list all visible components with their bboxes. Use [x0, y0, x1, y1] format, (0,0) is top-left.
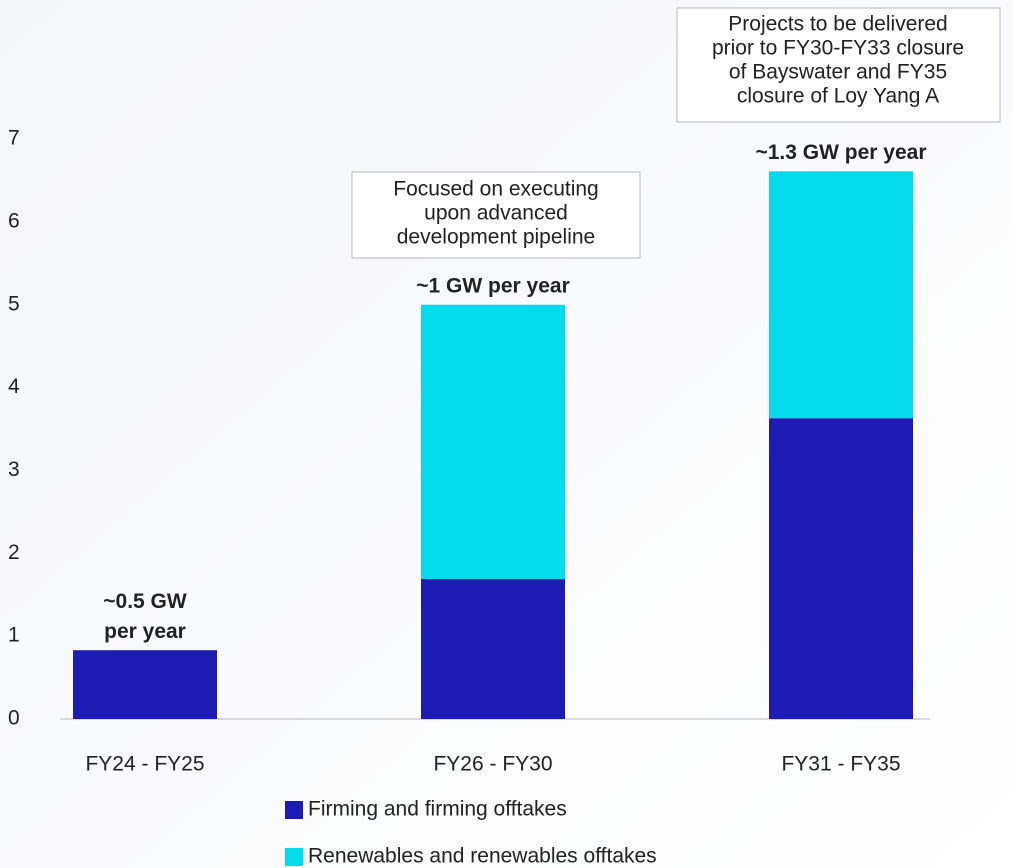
- y-tick-label: 1: [8, 624, 20, 647]
- callout-text: upon advanced: [424, 202, 568, 225]
- x-tick-label: FY24 - FY25: [85, 753, 204, 776]
- bar-label: per year: [104, 620, 186, 643]
- callout-text: of Bayswater and FY35: [729, 61, 947, 84]
- bar-segment: [421, 304, 565, 579]
- bar-segment: [73, 650, 217, 719]
- y-tick-label: 2: [8, 541, 20, 564]
- legend-swatch: [285, 801, 303, 819]
- x-tick-label: FY26 - FY30: [433, 753, 552, 776]
- bar-segment: [769, 418, 913, 719]
- callout-text: closure of Loy Yang A: [737, 85, 939, 108]
- callout-box: [676, 7, 1001, 123]
- callout-text: Projects to be delivered: [728, 13, 947, 36]
- callout-text: development pipeline: [397, 226, 595, 249]
- bar-label: ~1.3 GW per year: [755, 141, 926, 164]
- y-tick-label: 0: [8, 707, 20, 730]
- x-tick-label: FY31 - FY35: [781, 753, 900, 776]
- y-tick-label: 5: [8, 292, 20, 315]
- callout-text: Focused on executing: [393, 178, 598, 201]
- legend-swatch: [285, 848, 303, 866]
- y-tick-label: 6: [8, 209, 20, 232]
- bar-segment: [421, 578, 565, 719]
- callout-box: [351, 171, 641, 259]
- bar-segment: [769, 171, 913, 419]
- y-tick-label: 3: [8, 458, 20, 481]
- callout-text: prior to FY30-FY33 closure: [712, 37, 964, 60]
- y-tick-label: 4: [8, 375, 20, 398]
- legend-label: Renewables and renewables offtakes: [308, 845, 657, 868]
- y-tick-label: 7: [8, 127, 20, 150]
- bar-label: ~0.5 GW: [103, 590, 187, 613]
- legend-label: Firming and firming offtakes: [308, 798, 567, 821]
- bar-label: ~1 GW per year: [416, 274, 570, 297]
